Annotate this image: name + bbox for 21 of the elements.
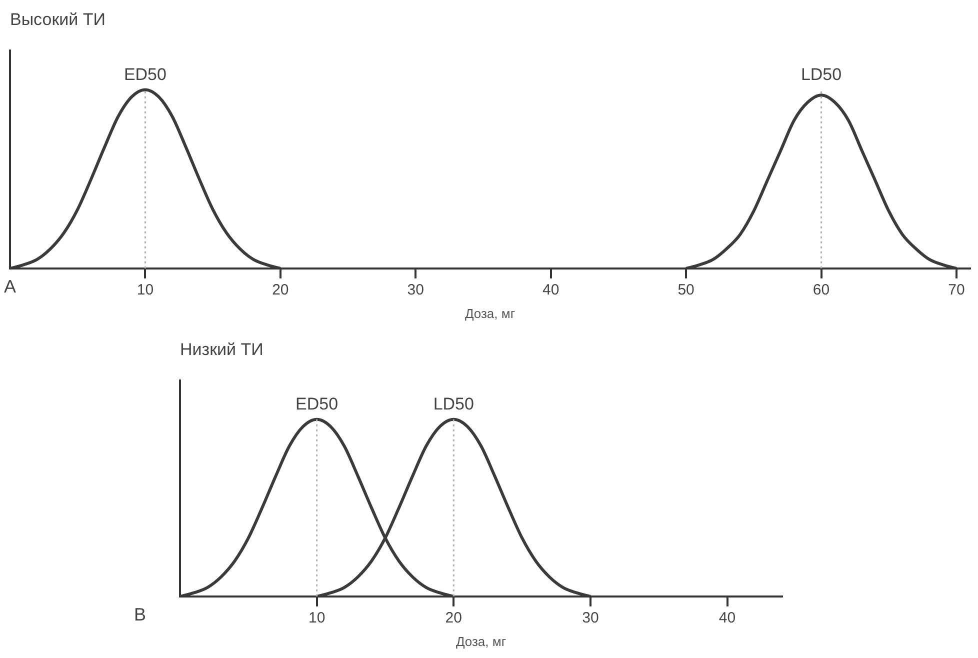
ref-line-label: ED50	[124, 64, 166, 84]
chart-title: Низкий ТИ	[180, 340, 264, 359]
x-axis-title: Доза, мг	[456, 634, 506, 649]
x-tick-label: 10	[308, 610, 326, 627]
x-tick-label: 30	[407, 282, 424, 299]
x-tick-label: 40	[542, 282, 560, 299]
ref-line-label: ED50	[296, 394, 338, 414]
x-axis-title: Доза, мг	[464, 306, 516, 321]
x-tick-label: 60	[812, 282, 830, 299]
x-tick-label: 40	[718, 610, 736, 627]
x-tick-label: 70	[948, 282, 965, 299]
ref-line-label: LD50	[433, 394, 474, 414]
chart-title: Высокий ТИ	[10, 10, 106, 29]
x-tick-label: 30	[582, 610, 599, 627]
x-tick-label: 20	[272, 282, 289, 299]
text: B	[134, 604, 146, 624]
text: A	[4, 276, 16, 296]
x-tick-label: 10	[136, 282, 154, 299]
ref-line-label: LD50	[800, 64, 842, 84]
x-tick-label: 50	[678, 282, 694, 299]
x-tick-label: 20	[445, 610, 462, 627]
